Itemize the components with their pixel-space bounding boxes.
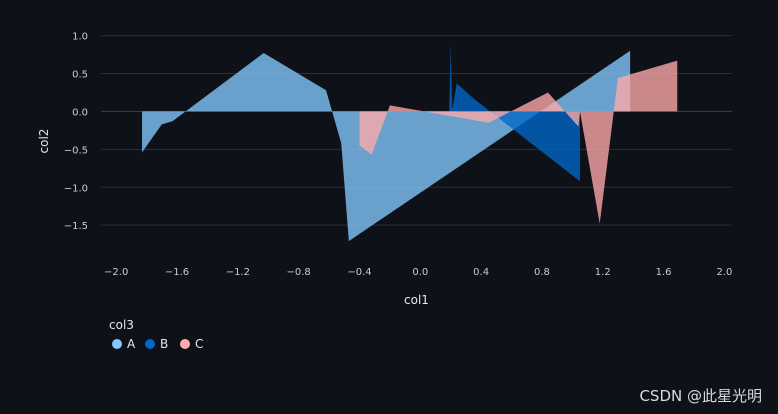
y-tick-label: 0.0	[72, 107, 88, 118]
x-tick-label: −0.8	[287, 267, 311, 278]
y-axis-ticks: 1.0 0.5 0.0 −0.5 −1.0 −1.5	[64, 32, 88, 233]
legend-label-c[interactable]: C	[195, 337, 203, 351]
legend-title: col3	[109, 318, 134, 332]
area-series-a[interactable]	[142, 50, 631, 242]
x-axis-ticks: −2.0 −1.6 −1.2 −0.8 −0.4 0.0 0.4 0.8 1.2 1.6 2.0	[104, 267, 732, 278]
x-tick-label: 0.8	[534, 267, 550, 278]
legend-marker-a[interactable]	[112, 339, 122, 349]
watermark: CSDN @此星光明	[639, 387, 762, 405]
legend[interactable]: A B C	[112, 337, 203, 351]
y-tick-label: −0.5	[64, 145, 88, 156]
legend-marker-c[interactable]	[180, 339, 190, 349]
x-tick-label: 0.0	[412, 267, 428, 278]
area-series[interactable]	[142, 44, 678, 242]
y-axis-title: col2	[37, 129, 51, 154]
x-tick-label: 1.2	[595, 267, 611, 278]
y-tick-label: −1.5	[64, 221, 88, 232]
legend-marker-b[interactable]	[145, 339, 155, 349]
x-tick-label: −0.4	[347, 267, 371, 278]
legend-label-a[interactable]: A	[127, 337, 136, 351]
x-tick-label: 0.4	[473, 267, 489, 278]
y-tick-label: −1.0	[64, 183, 88, 194]
area-series-b[interactable]	[449, 44, 580, 182]
x-tick-label: 1.6	[656, 267, 672, 278]
x-tick-label: −2.0	[104, 267, 128, 278]
area-series-c[interactable]	[359, 60, 678, 224]
y-tick-label: 0.5	[72, 70, 88, 81]
y-tick-label: 1.0	[72, 32, 88, 43]
x-tick-label: 2.0	[716, 267, 732, 278]
x-tick-label: −1.2	[226, 267, 250, 278]
x-tick-label: −1.6	[165, 267, 189, 278]
legend-label-b[interactable]: B	[160, 337, 168, 351]
x-axis-title: col1	[404, 293, 429, 307]
